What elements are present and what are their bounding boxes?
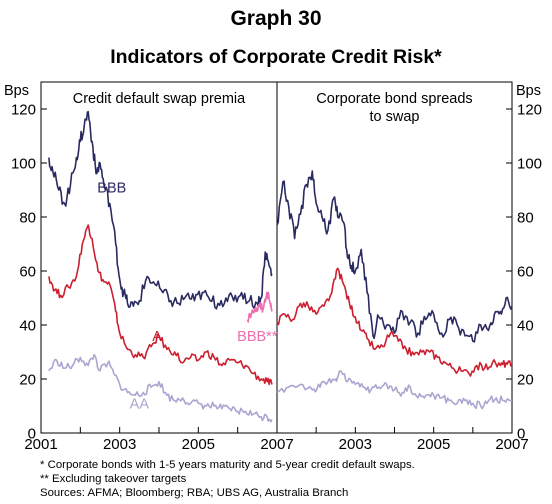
plot-area: 0 0 20 20 40 40 60 60 80 80 100 100 120 120 Bps Bps Cred… [4, 81, 542, 453]
x-tick-label-left: 2005 [182, 436, 215, 453]
y-tick-label-right: 20 [517, 372, 534, 389]
series-label-a: A [152, 329, 162, 345]
footnote-sources: Sources: AFMA; Bloomberg; RBA; UBS AG, A… [40, 487, 348, 499]
series-line-bbbxx-left [246, 291, 273, 323]
x-tick-label-right: 2003 [339, 436, 372, 453]
y-tick-label-left: 120 [11, 102, 36, 119]
footnote-1: * Corporate bonds with 1-5 years maturit… [40, 459, 415, 471]
y-tick-label-right: 60 [517, 264, 534, 281]
x-tick-label-right: 2005 [417, 436, 450, 453]
series-line-bbb-left [48, 110, 273, 310]
series-label-bbbxx: BBB** [237, 329, 278, 345]
series-line-aa-left [48, 353, 273, 423]
y-tick-label-left: 20 [19, 372, 36, 389]
panel-title-right: Corporate bond spreads [316, 91, 472, 107]
series-label-aa: AA [130, 397, 150, 413]
y-axis-label-right: Bps [516, 83, 541, 99]
x-tick-label-left: 2003 [103, 436, 136, 453]
series-label-bbb: BBB [97, 181, 126, 197]
series-line-aa-right [276, 370, 513, 410]
panel-title-left: Credit default swap premia [73, 91, 246, 107]
chart-title: Indicators of Corporate Credit Risk* [110, 46, 442, 68]
y-tick-label-left: 0 [28, 426, 36, 443]
x-tick-label-right: 2007 [495, 436, 528, 453]
graph-number: Graph 30 [230, 7, 321, 30]
y-tick-label-left: 40 [19, 318, 36, 335]
y-tick-label-right: 120 [517, 102, 542, 119]
series-line-a-left [48, 224, 273, 386]
y-tick-label-right: 0 [517, 426, 525, 443]
y-tick-label-left: 60 [19, 264, 36, 281]
y-axis-label-left: Bps [4, 83, 29, 99]
y-tick-label-right: 100 [517, 156, 542, 173]
y-tick-label-right: 40 [517, 318, 534, 335]
panel-title-right: to swap [370, 109, 420, 125]
y-tick-label-right: 80 [517, 210, 534, 227]
y-tick-label-left: 100 [11, 156, 36, 173]
series-line-a-right [276, 267, 513, 377]
x-tick-label-left: 2007 [260, 436, 293, 453]
x-tick-label-left: 2001 [24, 436, 57, 453]
series-line-bbb-right [276, 170, 513, 343]
y-tick-label-left: 80 [19, 210, 36, 227]
footnote-2: ** Excluding takeover targets [40, 473, 187, 485]
